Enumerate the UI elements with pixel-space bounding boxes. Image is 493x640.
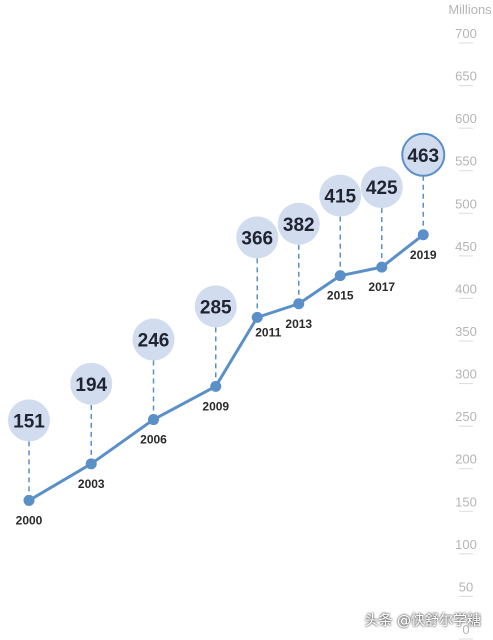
data-label: 425 xyxy=(366,178,398,199)
y-tick-label: 50 xyxy=(459,579,473,594)
data-label: 285 xyxy=(200,297,232,318)
data-point xyxy=(148,414,159,426)
y-tick-label: 600 xyxy=(455,111,477,126)
data-point xyxy=(417,229,429,241)
x-tick-label: 2015 xyxy=(327,289,354,303)
y-tick-label: 350 xyxy=(455,324,477,339)
x-tick-label: 2011 xyxy=(255,325,281,339)
y-tick-label: 500 xyxy=(455,196,477,211)
value-bubble xyxy=(360,166,403,209)
data-point xyxy=(23,494,35,506)
data-point xyxy=(85,458,97,470)
x-tick-label: 2019 xyxy=(410,248,437,262)
data-point xyxy=(293,298,305,310)
y-tick-label: 250 xyxy=(455,409,477,424)
value-bubble xyxy=(401,132,446,177)
y-tick-label: 200 xyxy=(455,452,477,467)
value-bubble xyxy=(70,362,113,405)
x-tick-label: 2006 xyxy=(140,433,167,447)
value-bubble xyxy=(132,318,175,361)
x-tick-label: 2009 xyxy=(202,399,229,413)
y-tick-label: 0 xyxy=(462,622,469,637)
y-tick-label: 150 xyxy=(455,494,477,509)
data-label: 151 xyxy=(13,411,45,432)
data-point xyxy=(334,270,346,282)
y-tick-label: 100 xyxy=(455,537,477,552)
data-label: 463 xyxy=(407,146,439,167)
x-tick-label: 2017 xyxy=(368,280,395,294)
watermark: 头条 @快舒尔学糖 xyxy=(364,613,481,629)
data-label: 194 xyxy=(75,375,107,396)
value-bubble xyxy=(277,202,320,245)
data-point xyxy=(210,380,222,392)
data-label: 366 xyxy=(241,228,273,249)
value-bubble xyxy=(8,399,50,442)
data-label: 382 xyxy=(283,215,315,236)
data-label: 246 xyxy=(138,331,170,352)
data-label: 415 xyxy=(324,187,356,208)
x-tick-label: 2013 xyxy=(285,317,312,331)
data-point xyxy=(376,261,388,273)
y-unit-label: Millions xyxy=(448,2,492,17)
y-tick-label: 400 xyxy=(455,281,477,296)
x-tick-label: 2000 xyxy=(16,513,43,527)
y-tick-label: 550 xyxy=(455,154,477,169)
y-tick-label: 650 xyxy=(455,69,477,84)
y-tick-label: 300 xyxy=(455,367,477,382)
data-point xyxy=(251,311,263,323)
y-tick-label: 450 xyxy=(455,239,477,254)
value-bubble xyxy=(319,174,362,217)
value-bubble xyxy=(194,285,237,328)
value-bubble xyxy=(236,216,279,259)
x-tick-label: 2003 xyxy=(78,477,105,491)
y-tick-label: 700 xyxy=(455,26,477,41)
